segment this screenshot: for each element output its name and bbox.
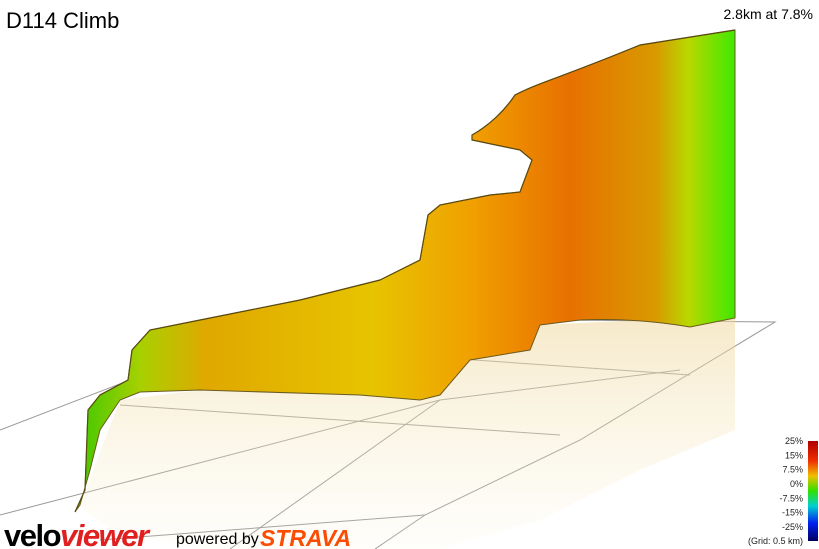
logo: veloviewer — [4, 518, 151, 549]
legend-label: -25% — [782, 522, 803, 532]
legend-label: -7.5% — [779, 493, 803, 503]
logo-velo: velo — [4, 518, 61, 549]
logo-viewer: viewer — [60, 518, 151, 549]
legend-label: 25% — [785, 436, 803, 446]
summary: 2.8km at 7.8% — [724, 6, 814, 22]
legend-label: 15% — [785, 450, 803, 460]
wall-top-edge — [74, 29, 736, 513]
title: D114 Climb — [6, 8, 119, 33]
powered-by: powered by — [176, 531, 259, 548]
grid-note: (Grid: 0.5 km) — [748, 536, 803, 546]
gradient-scale — [808, 441, 818, 541]
reflection — [80, 315, 735, 549]
strava-logo: STRAVA — [260, 525, 351, 549]
legend-label: 7.5% — [782, 465, 803, 475]
legend-label: 0% — [790, 479, 803, 489]
legend-label: -15% — [782, 508, 803, 518]
legend: 25% 15% 7.5% 0% -7.5% -15% -25% — [779, 436, 803, 532]
